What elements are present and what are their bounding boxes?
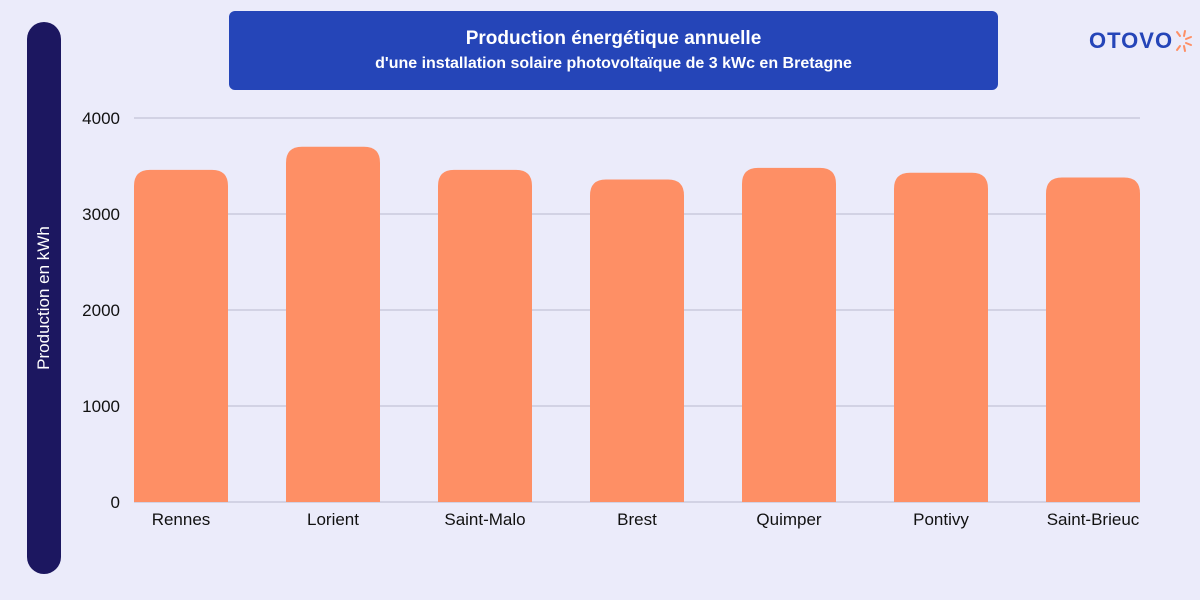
title-panel: Production énergétique annuelle d'une in… bbox=[229, 11, 998, 90]
bar-lorient bbox=[286, 146, 380, 503]
y-tick-label: 4000 bbox=[82, 109, 120, 128]
x-tick-label: Rennes bbox=[152, 510, 211, 529]
bar-brest bbox=[590, 179, 684, 502]
y-tick-label: 1000 bbox=[82, 397, 120, 416]
bar-rennes bbox=[134, 169, 228, 502]
y-axis-label-panel: Production en kWh bbox=[27, 22, 61, 574]
x-tick-label: Saint-Brieuc bbox=[1047, 510, 1140, 529]
bar-saint-brieuc bbox=[1046, 177, 1140, 502]
otovo-logo: OTOVO bbox=[1089, 26, 1195, 56]
bar-quimper bbox=[742, 167, 836, 503]
y-tick-label: 3000 bbox=[82, 205, 120, 224]
y-tick-label: 2000 bbox=[82, 301, 120, 320]
bar-pontivy bbox=[894, 172, 988, 502]
x-tick-label: Brest bbox=[617, 510, 657, 529]
chart-title: Production énergétique annuelle bbox=[465, 27, 762, 49]
x-tick-label: Quimper bbox=[756, 510, 822, 529]
y-tick-label: 0 bbox=[111, 493, 120, 512]
chart-subtitle: d'une installation solaire photovoltaïqu… bbox=[375, 54, 852, 72]
x-tick-label: Pontivy bbox=[913, 510, 969, 529]
logo-text: OTOVO bbox=[1089, 28, 1174, 53]
x-tick-label: Lorient bbox=[307, 510, 359, 529]
x-tick-label: Saint-Malo bbox=[444, 510, 525, 529]
bar-saint-malo bbox=[438, 169, 532, 502]
sun-rays-icon bbox=[1176, 30, 1193, 52]
